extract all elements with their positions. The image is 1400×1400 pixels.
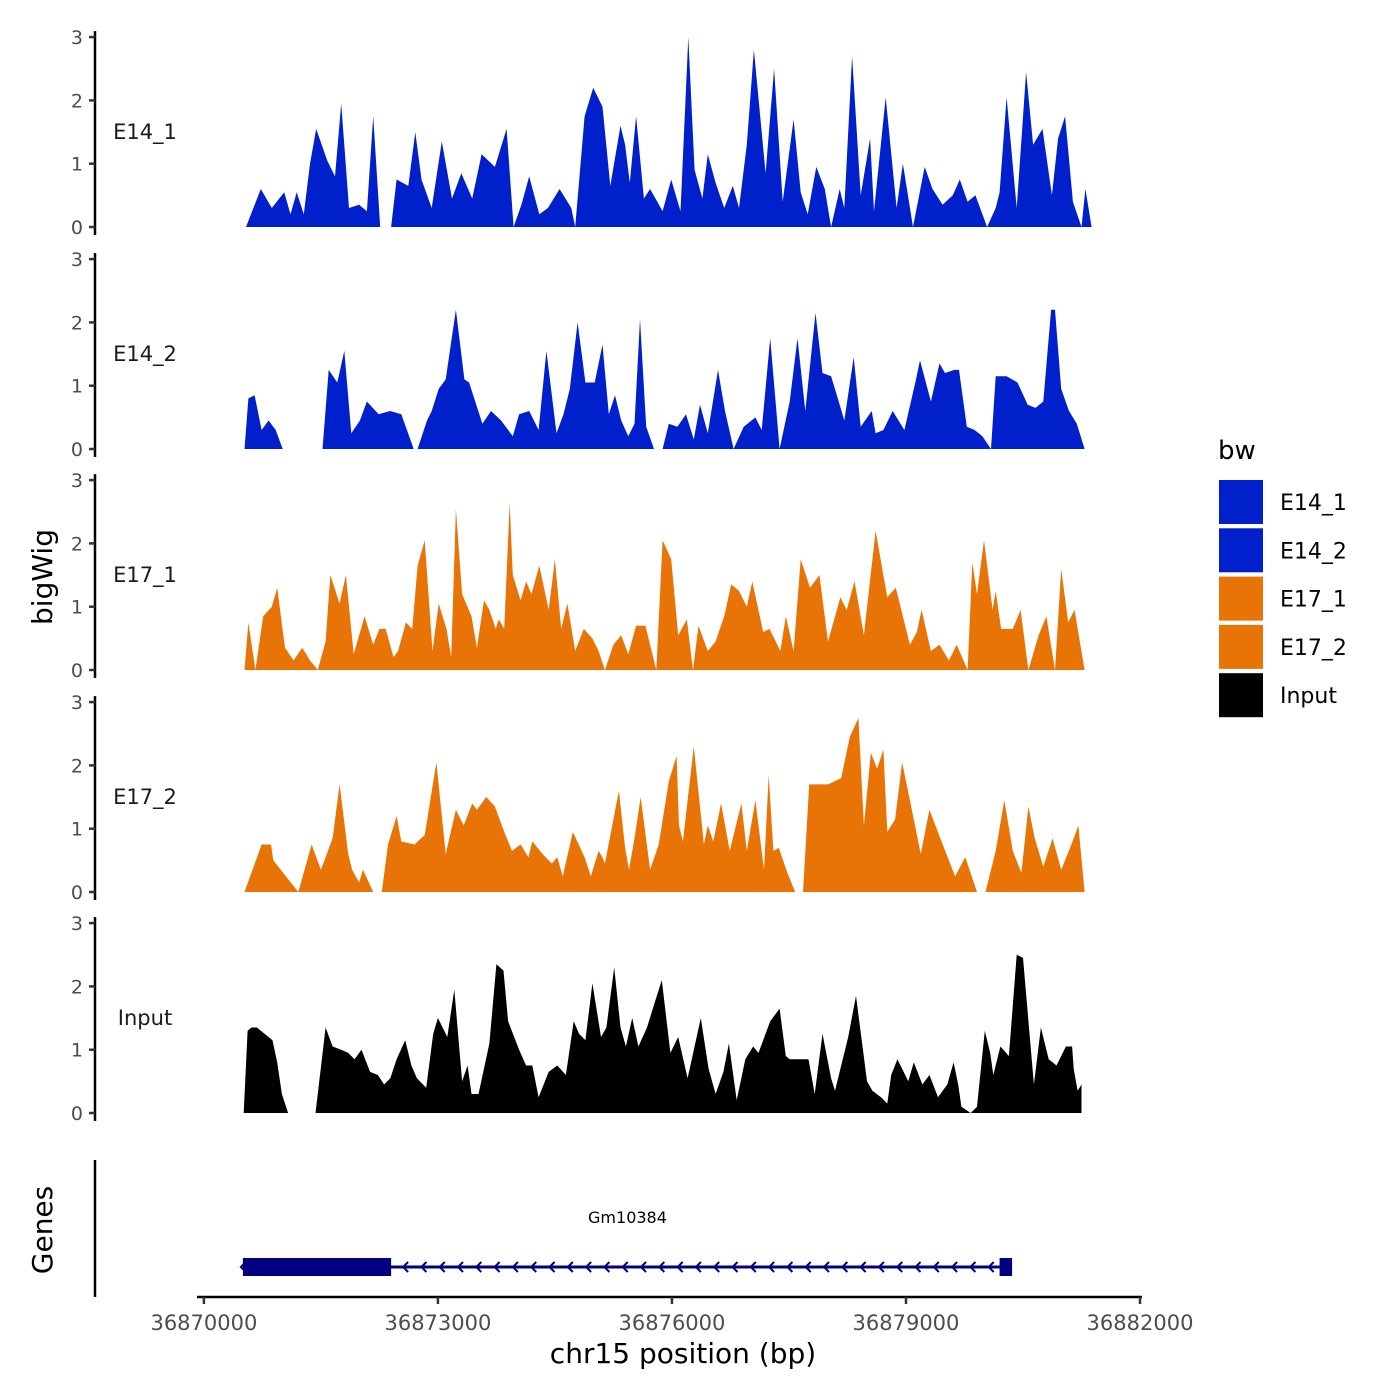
y-tick-label: 1 [71,1040,83,1062]
legend-title: bw [1218,436,1256,466]
strand-arrow [712,1261,720,1273]
y-tick-label: 0 [71,217,83,239]
track-area-input [243,954,1082,1113]
strand-arrow [657,1261,666,1273]
legend-label-e17_2: E17_2 [1280,636,1347,661]
y-tick-label: 0 [71,660,83,682]
strand-arrow [401,1261,409,1273]
legend-label-e17_1: E17_1 [1280,588,1347,613]
strand-arrow [786,1261,794,1273]
x-tick-label: 36876000 [619,1311,726,1335]
strand-arrow [932,1261,940,1273]
strand-arrow [493,1261,501,1273]
y-tick-label: 3 [71,470,83,492]
legend-swatch-e17_1 [1219,576,1263,621]
strand-arrow [438,1261,446,1273]
track-label-e17_2: E17_2 [113,785,177,810]
strand-arrow [529,1261,537,1273]
strand-arrow [731,1261,739,1273]
x-tick-label: 36873000 [384,1311,491,1335]
legend-swatch-input [1219,673,1263,718]
y-tick-label: 3 [71,249,83,271]
strand-arrow [987,1261,995,1273]
y-tick-label: 1 [71,819,83,841]
track-label-input: Input [118,1006,172,1030]
legend-label-input: Input [1280,684,1337,709]
strand-arrow [621,1261,629,1273]
y-tick-label: 3 [71,913,83,935]
strand-arrow [584,1261,592,1273]
legend-swatch-e14_1 [1219,480,1263,524]
gene-exon [242,1258,392,1276]
legend-swatch-e17_2 [1219,624,1263,669]
strand-arrow [840,1261,849,1273]
y-tick-label: 2 [71,533,83,555]
gene-exon [999,1258,1013,1276]
strand-arrow [969,1261,977,1273]
y-tick-label: 0 [71,882,83,904]
strand-arrow [767,1261,775,1273]
strand-arrow [694,1261,702,1273]
y-tick-label: 0 [71,439,83,461]
legend-label-e14_2: E14_2 [1280,539,1347,564]
strand-arrow [603,1261,611,1273]
y-tick-label: 2 [71,312,83,334]
strand-arrow [420,1261,428,1273]
strand-arrow [822,1261,830,1273]
gene-label: Gm10384 [588,1208,667,1227]
x-tick-label: 36870000 [150,1311,257,1335]
track-area-e14_1 [246,37,1092,227]
track-label-e14_2: E14_2 [113,342,177,367]
x-axis-title: chr15 position (bp) [550,1337,816,1370]
strand-arrow [676,1261,684,1273]
legend: bw E14_1 E14_2 E17_1 E17_2 Input [1218,436,1347,718]
track-label-e17_1: E17_1 [113,563,177,588]
y-tick-label: 1 [71,597,83,619]
strand-arrow [511,1261,519,1273]
strand-arrow [639,1261,647,1273]
strand-arrow [895,1261,903,1273]
strand-arrow [239,1260,248,1274]
strand-arrow [474,1261,483,1273]
strand-arrow [914,1261,922,1273]
y-tick-label: 3 [71,27,83,49]
x-tick-label: 36879000 [853,1311,960,1335]
strand-arrow [950,1261,958,1273]
strand-arrow [804,1261,812,1273]
y-tick-label: 2 [71,755,83,777]
legend-label-e14_1: E14_1 [1280,491,1347,516]
y-tick-label: 2 [71,90,83,112]
strand-arrow [566,1261,574,1273]
y-axis-title: bigWig [26,529,59,625]
y-tick-label: 1 [71,154,83,176]
genes-axis-title: Genes [26,1186,59,1274]
strand-arrow [749,1261,757,1273]
x-tick-label: 36882000 [1087,1311,1194,1335]
track-label-e14_1: E14_1 [113,120,177,145]
y-tick-label: 1 [71,376,83,398]
y-tick-label: 2 [71,976,83,998]
track-area-e14_2 [244,309,1085,449]
y-tick-label: 0 [71,1103,83,1125]
y-tick-label: 3 [71,692,83,714]
strand-arrow [859,1261,867,1273]
track-area-e17_2 [244,717,1085,892]
strand-arrow [456,1261,464,1273]
track-area-e17_1 [244,502,1085,670]
strand-arrow [548,1261,556,1273]
tracks-layer: 0 1 2 3 E14_1 0 1 2 3 E14_2 0 1 2 3 E17_1 0 1 2 3 E17_2 0 1 2 3… [71,27,1194,1335]
legend-swatch-e14_2 [1219,528,1263,573]
strand-arrow [877,1261,885,1273]
